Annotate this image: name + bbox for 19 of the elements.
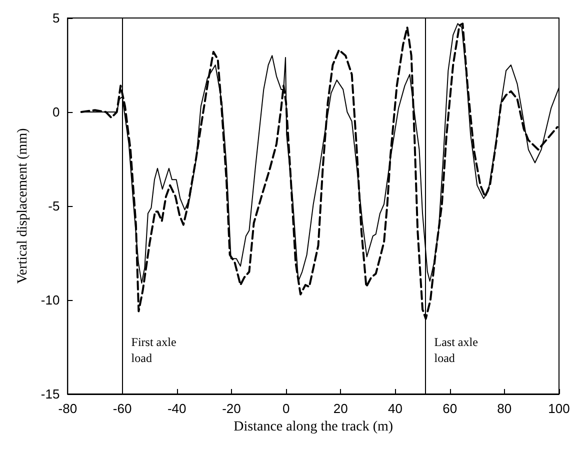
x-tick-label: 0 xyxy=(282,401,290,416)
y-tick-label: 0 xyxy=(52,104,60,120)
x-tick-label: -80 xyxy=(58,401,78,416)
y-tick-label: -10 xyxy=(40,292,60,308)
y-tick-label: -15 xyxy=(40,386,60,402)
x-tick-label: -40 xyxy=(167,401,186,416)
ref-line-label: First axle load xyxy=(131,335,180,365)
ref-line-label: Last axle load xyxy=(434,335,481,365)
x-tick-label: 80 xyxy=(497,401,512,416)
y-tick-label: -5 xyxy=(48,198,60,214)
x-tick-label: 40 xyxy=(388,401,402,416)
x-tick-label: -60 xyxy=(112,401,132,416)
x-tick-label: 20 xyxy=(333,401,348,416)
x-tick-label: -20 xyxy=(222,401,241,416)
x-tick-label: 60 xyxy=(442,401,458,416)
y-axis-title: Vertical displacement (mm) xyxy=(16,128,30,284)
x-axis-title: Distance along the track (m) xyxy=(234,419,394,434)
y-tick-label: 5 xyxy=(52,10,60,26)
x-tick-label: 100 xyxy=(548,401,570,416)
